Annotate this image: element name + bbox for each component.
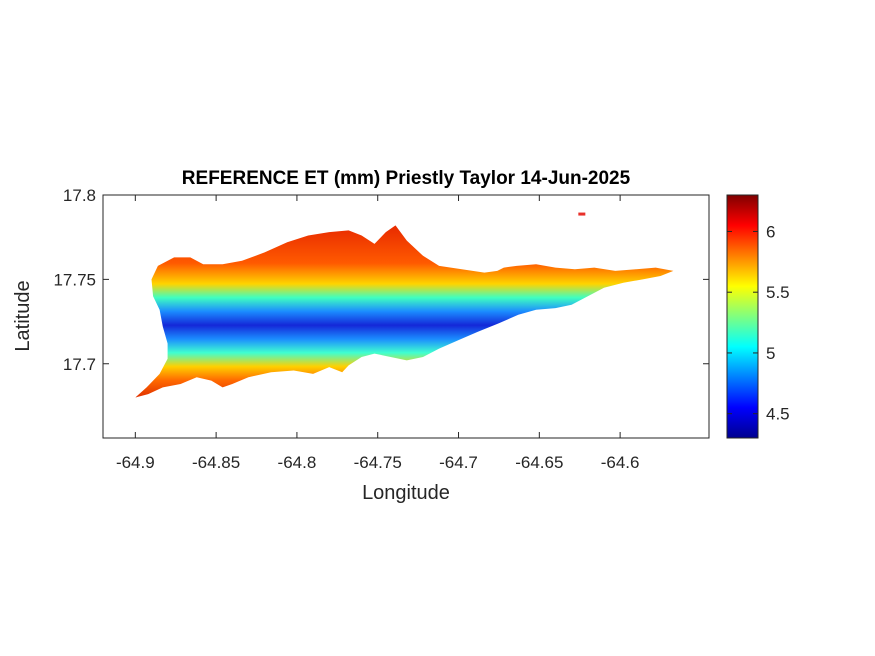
islet-mark — [578, 212, 586, 216]
colorbar-tick-label: 5.5 — [766, 283, 790, 302]
x-tick-label: -64.7 — [439, 453, 478, 472]
y-tick-label: 17.7 — [63, 355, 96, 374]
x-axis-ticks: -64.9 -64.85 -64.8 -64.75 -64.7 -64.65 -64.6 — [116, 195, 640, 472]
x-tick-label: -64.6 — [601, 453, 640, 472]
y-tick-label: 17.8 — [63, 186, 96, 205]
y-axis-label: Latitude — [12, 280, 34, 351]
x-tick-label: -64.65 — [515, 453, 563, 472]
colorbar-tick-label: 5 — [766, 344, 775, 363]
x-tick-label: -64.75 — [354, 453, 402, 472]
colorbar-tick-label: 6 — [766, 222, 775, 241]
x-tick-label: -64.8 — [278, 453, 317, 472]
colorbar-tick-label: 4.5 — [766, 405, 790, 424]
colorbar-ticks: 4.5 5 5.5 6 — [727, 222, 790, 424]
y-axis-ticks: 17.7 17.75 17.8 — [53, 186, 709, 374]
x-tick-label: -64.85 — [192, 453, 240, 472]
x-axis-label: Longitude — [362, 482, 450, 504]
chart-title: REFERENCE ET (mm) Priestly Taylor 14-Jun… — [182, 168, 631, 189]
y-tick-label: 17.75 — [53, 270, 96, 289]
colorbar — [726, 194, 759, 439]
x-tick-label: -64.9 — [116, 453, 155, 472]
